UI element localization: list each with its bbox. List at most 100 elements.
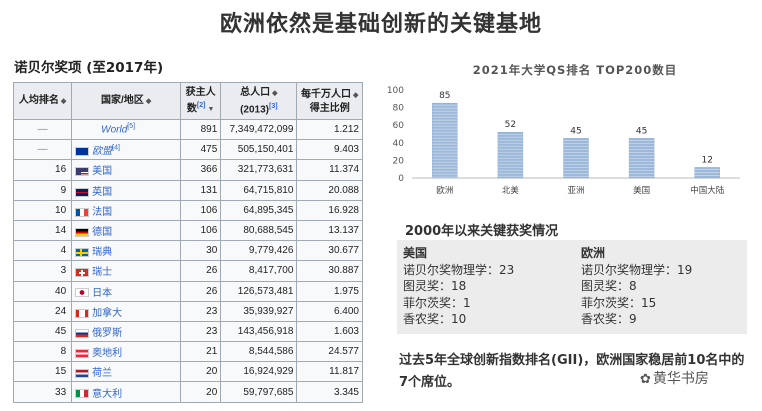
cell-country[interactable]: 德国 [71,219,182,242]
cell-population: 80,688,545 [220,219,298,242]
cell-laureates: 20 [180,361,222,383]
wechat-icon: ✿ [640,372,651,387]
country-link[interactable]: 意大利 [92,388,123,400]
cell-country[interactable]: 意大利 [71,381,182,403]
cell-country[interactable]: 荷兰 [71,361,182,383]
reference-link[interactable]: [5] [127,123,136,131]
cell-ratio: 24.577 [296,341,363,363]
awards-us-line: 诺贝尔奖物理学：23 [403,262,515,277]
cell-ratio: 9.403 [296,139,363,161]
cell-ratio: 11.817 [296,361,363,383]
awards-us-line: 图灵奖：18 [403,279,467,294]
sort-icon[interactable]: ◆ [60,98,67,105]
data-label: 85 [439,91,450,101]
flag-nl-icon [75,369,90,379]
cell-laureates: 26 [180,280,222,302]
country-link[interactable]: 瑞典 [92,247,113,259]
header-rank[interactable]: 人均排名 ◆ [12,82,73,120]
cell-rank: 10 [12,199,73,221]
cell-country[interactable]: 瑞典 [71,240,182,262]
cell-country[interactable]: 美国 [71,159,182,181]
country-link[interactable]: 加拿大 [92,307,123,319]
nobel-table: 人均排名 ◆ 国家/地区 ◆ 获主人数[2]▼ 总人口 ◆ (2013)[3] 每千万人… [12,82,363,403]
cell-laureates: 475 [180,139,222,161]
cell-population: 7,349,472,099 [220,118,298,141]
cell-ratio: 3.345 [296,381,363,403]
country-link[interactable]: 荷兰 [92,368,113,380]
reference-link[interactable]: [4] [112,144,120,152]
country-link[interactable]: 俄罗斯 [92,327,123,339]
watermark-text: 黄华书房 [652,371,709,387]
cell-country[interactable]: 加拿大 [71,300,182,322]
table-row: — World[5] 891 7,349,472,099 1.212 [12,118,363,141]
country-link[interactable]: 美国 [92,166,113,178]
cell-laureates: 23 [180,320,222,343]
cell-population: 35,939,927 [220,300,298,322]
y-tick-label: 80 [393,104,405,114]
data-label: 45 [570,126,581,136]
country-link[interactable]: 奥地利 [92,348,123,360]
awards-us-line: 菲尔茨奖：1 [403,295,471,310]
flag-it-icon [75,389,90,399]
country-link[interactable]: 法国 [92,206,113,218]
cell-country[interactable]: 瑞士 [71,260,182,282]
cell-rank: 16 [12,159,73,181]
cell-country[interactable]: 俄罗斯 [71,320,182,343]
country-link[interactable]: World [101,124,128,136]
y-tick-label: 100 [387,86,404,96]
awards-eu-line: 图灵奖：8 [581,279,637,294]
cell-country[interactable]: 日本 [71,280,182,302]
awards-us-line: 香农奖：10 [403,312,467,327]
cell-ratio: 30.677 [296,240,363,262]
sort-icon[interactable]: ◆ [272,89,278,97]
cell-population: 64,895,345 [220,199,298,221]
flag-de-icon [75,227,90,237]
cell-country[interactable]: 英国 [71,179,182,201]
header-laureates[interactable]: 获主人数[2]▼ [180,82,222,120]
cell-laureates: 106 [180,199,222,221]
cell-laureates: 366 [180,159,222,181]
flag-ch-icon [75,268,90,278]
cell-country[interactable]: 法国 [71,199,182,221]
awards-eu-column: 欧洲 诺贝尔奖物理学：19 图灵奖：8 菲尔茨奖：15 香农奖：9 [581,245,692,328]
cell-country[interactable]: 欧盟[4] [71,139,182,161]
country-link[interactable]: 英国 [92,186,113,198]
sort-down-icon[interactable]: ▼ [207,106,215,114]
chart-title: 2021年大学QS排名 TOP200数目 [473,63,678,77]
country-link[interactable]: 日本 [92,287,113,299]
cell-population: 16,924,929 [220,361,298,383]
header-country[interactable]: 国家/地区 ◆ [71,82,182,120]
table-title: 诺贝尔奖项 (至2017年) [14,60,164,76]
cell-ratio: 20.088 [296,179,363,201]
cell-country[interactable]: 奥地利 [71,341,182,363]
cell-population: 143,456,918 [220,320,298,343]
table-row: 8 奥地利 21 8,544,586 24.577 [12,341,363,363]
cell-rank: 33 [12,381,73,403]
table-row: 16 美国 366 321,773,631 11.374 [12,159,363,181]
flag-jp-icon [75,288,90,298]
cell-rank: 24 [12,300,73,322]
x-tick-label: 欧洲 [436,185,453,196]
awards-eu-head: 欧洲 [581,246,606,260]
awards-eu-line: 诺贝尔奖物理学：19 [581,262,693,277]
awards-eu-line: 菲尔茨奖：15 [581,295,657,310]
header-total-population[interactable]: 总人口 ◆ (2013)[3] [220,82,298,120]
flag-us-icon [75,167,90,177]
flag-at-icon [75,349,90,359]
cell-country[interactable]: World[5] [71,118,182,141]
data-label: 12 [701,155,712,165]
sort-icon[interactable]: ◆ [353,91,359,99]
country-link[interactable]: 欧盟 [92,146,113,158]
sort-icon[interactable]: ◆ [145,98,152,105]
cell-ratio: 6.400 [296,300,363,322]
country-link[interactable]: 德国 [92,227,113,239]
page-title: 欧洲依然是基础创新的关键基地 [219,12,542,37]
cell-ratio: 30.887 [296,260,363,282]
flag-ca-icon [75,308,90,318]
cell-laureates: 20 [180,381,222,403]
header-ratio[interactable]: 每千万人口 ◆ 得主比例 [296,82,363,120]
cell-rank: 8 [12,341,73,363]
cell-rank: — [12,139,73,161]
qs-chart-svg: 2021年大学QS排名 TOP200数目 0 20 40 60 80 100 85 欧洲 52 北美… [387,63,740,196]
country-link[interactable]: 瑞士 [92,267,113,279]
